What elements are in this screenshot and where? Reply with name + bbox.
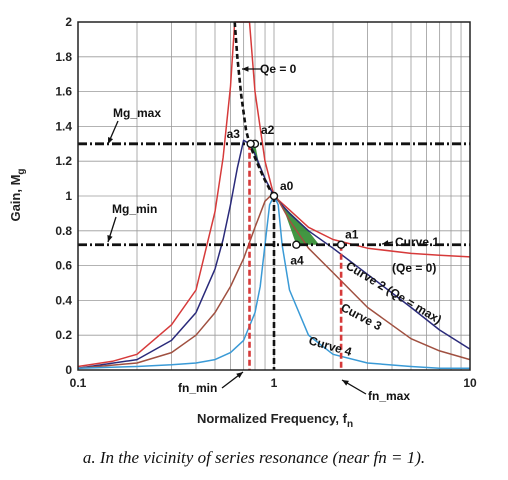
point-label-a2: a2 (261, 123, 275, 137)
y-tick-label: 0.2 (55, 328, 72, 342)
figure-caption: a. In the vicinity of series resonance (… (82, 448, 426, 467)
point-label-a1: a1 (345, 228, 359, 242)
y-axis-label: Gain, Mg (8, 168, 27, 221)
shaded-regions (250, 143, 320, 245)
arrow-mg-max-head (108, 137, 114, 144)
arrow-fn-max-head (342, 380, 349, 386)
annotation-curve-1: Curve 1 (395, 235, 439, 249)
annotation-mg-min: Mg_min (112, 202, 157, 216)
y-tick-label: 1.8 (55, 50, 72, 64)
y-tick-label: 1.6 (55, 85, 72, 99)
y-tick-label: 1.2 (55, 154, 72, 168)
point-a1 (336, 240, 346, 249)
y-tick-label: 2 (65, 15, 72, 29)
y-tick-label: 0.4 (55, 293, 72, 307)
point-a4 (292, 240, 301, 249)
y-tick-label: 0.8 (55, 224, 72, 238)
x-tick-label: 1 (271, 376, 278, 390)
point-a0 (269, 191, 279, 201)
annotation-fn-min: fn_min (178, 381, 217, 395)
y-tick-label: 0.6 (55, 259, 72, 273)
y-tick-label: 0 (65, 363, 72, 377)
arrow-mg-min-head (107, 235, 113, 242)
x-axis-label: Normalized Frequency, fn (197, 411, 353, 430)
y-tick-label: 1.4 (55, 119, 72, 133)
x-tick-label: 0.1 (70, 376, 87, 390)
x-tick-label: 10 (463, 376, 477, 390)
chart: a0 a1 a2 a3 a4 0 0.2 0.4 0.6 0.8 1 1.2 1.4 1.6 1.8 2 0.… (8, 15, 477, 430)
annotation-mg-max: Mg_max (113, 106, 161, 120)
series-locus (233, 21, 276, 197)
series-c2 (77, 191, 471, 370)
arrow-fn-min-head (236, 372, 243, 379)
arrow-curve-1-head (382, 240, 389, 246)
point-label-a0: a0 (280, 179, 294, 193)
operating-points: a0 a1 a2 a3 a4 (227, 123, 359, 268)
annotation-curve-1-q: (Qe = 0) (392, 261, 436, 275)
y-tick-label: 1 (65, 189, 72, 203)
annotation-curve-3: Curve 3 (339, 300, 385, 333)
tick-labels: 0 0.2 0.4 0.6 0.8 1 1.2 1.4 1.6 1.8 2 0.1 1 10 (55, 15, 477, 390)
point-label-a3: a3 (227, 127, 241, 141)
annotation-fn-max: fn_max (368, 389, 410, 403)
annotation-qe-zero: Qe = 0 (260, 62, 297, 76)
reference-lines (78, 142, 470, 370)
plot-frame (77, 21, 471, 371)
point-a3 (246, 139, 255, 149)
annotation-curve-4: Curve 4 (307, 333, 353, 359)
arrow-qe-zero-head (242, 66, 249, 72)
point-label-a4: a4 (290, 254, 304, 268)
series-c3 (77, 195, 470, 370)
